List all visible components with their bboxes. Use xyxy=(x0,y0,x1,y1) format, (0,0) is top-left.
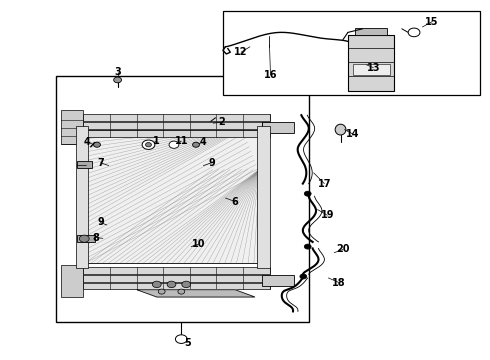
Text: 8: 8 xyxy=(92,233,99,243)
Text: 5: 5 xyxy=(184,338,191,348)
Circle shape xyxy=(169,141,179,148)
Bar xyxy=(83,283,270,289)
Text: 13: 13 xyxy=(367,63,380,73)
Bar xyxy=(83,114,270,121)
Bar xyxy=(83,130,270,137)
Text: 15: 15 xyxy=(425,17,439,27)
Circle shape xyxy=(304,244,311,249)
Text: 4: 4 xyxy=(83,137,90,147)
Text: 9: 9 xyxy=(97,217,104,228)
Circle shape xyxy=(182,281,191,288)
Circle shape xyxy=(175,335,187,343)
Bar xyxy=(348,35,394,91)
Circle shape xyxy=(152,281,161,288)
Text: 10: 10 xyxy=(192,239,205,249)
Bar xyxy=(257,126,270,268)
Text: 20: 20 xyxy=(336,244,350,255)
Text: 14: 14 xyxy=(346,129,360,139)
Bar xyxy=(262,122,294,133)
Bar xyxy=(83,122,270,129)
Bar xyxy=(83,275,270,282)
Bar xyxy=(353,64,390,75)
Text: 12: 12 xyxy=(234,47,248,57)
Ellipse shape xyxy=(104,87,131,96)
Circle shape xyxy=(146,143,151,147)
Text: 17: 17 xyxy=(318,179,331,189)
Circle shape xyxy=(300,274,307,279)
Circle shape xyxy=(94,142,100,147)
Circle shape xyxy=(158,289,165,294)
Text: 7: 7 xyxy=(97,158,104,168)
Text: 9: 9 xyxy=(208,158,215,168)
Text: 2: 2 xyxy=(218,117,225,127)
Bar xyxy=(86,130,260,263)
Bar xyxy=(77,161,92,168)
Text: 3: 3 xyxy=(114,67,121,77)
Bar xyxy=(83,267,270,274)
Wedge shape xyxy=(169,141,179,145)
Circle shape xyxy=(178,289,185,294)
Ellipse shape xyxy=(194,119,213,127)
Circle shape xyxy=(408,28,420,37)
Circle shape xyxy=(193,142,199,147)
Bar xyxy=(61,110,83,144)
Text: 6: 6 xyxy=(232,197,239,207)
Bar xyxy=(262,275,294,286)
Circle shape xyxy=(304,191,311,196)
Text: 11: 11 xyxy=(174,136,188,146)
Polygon shape xyxy=(137,290,255,297)
Text: 19: 19 xyxy=(320,210,334,220)
Circle shape xyxy=(114,77,122,83)
Bar xyxy=(61,265,83,297)
Circle shape xyxy=(167,281,176,288)
Bar xyxy=(76,126,88,268)
Bar xyxy=(56,76,309,322)
Text: 16: 16 xyxy=(264,70,277,80)
Bar xyxy=(223,11,480,95)
Bar xyxy=(77,235,95,242)
Ellipse shape xyxy=(335,124,346,135)
Text: 18: 18 xyxy=(332,278,346,288)
Circle shape xyxy=(79,235,89,242)
Text: 1: 1 xyxy=(153,136,160,146)
Text: 4: 4 xyxy=(200,137,207,147)
Circle shape xyxy=(142,140,155,149)
Bar xyxy=(355,28,387,35)
